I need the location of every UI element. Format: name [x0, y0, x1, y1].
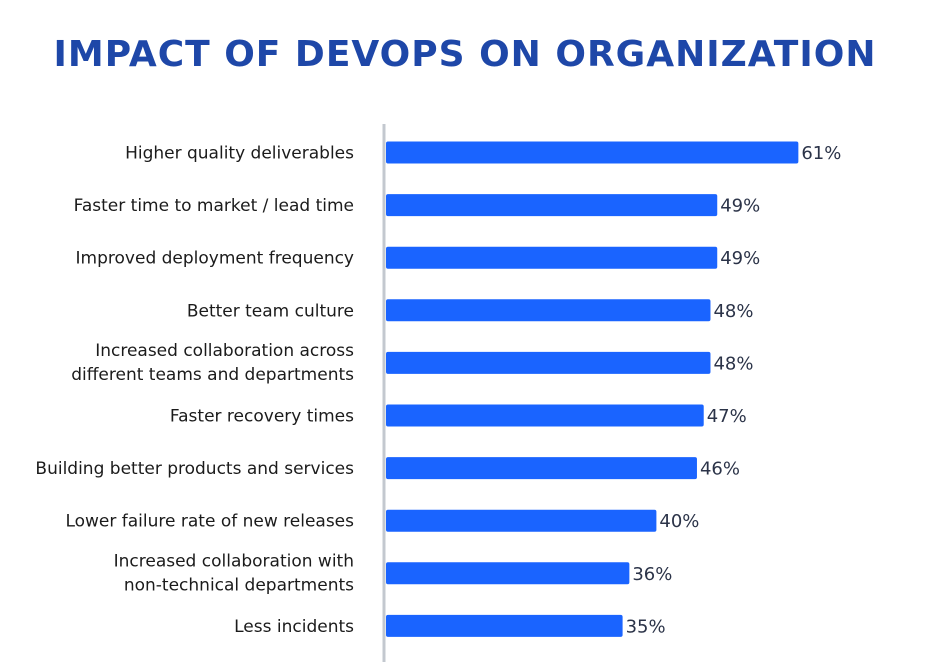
bar [386, 614, 623, 637]
category-label: Faster time to market / lead time [74, 196, 354, 216]
category-label: Higher quality deliverables [125, 144, 354, 164]
value-label: 48% [713, 301, 753, 322]
category-label: Building better products and services [35, 459, 354, 479]
category-label: Lower failure rate of new releases [65, 512, 354, 532]
category-label: Increased collaboration with [114, 551, 354, 571]
category-label: different teams and departments [71, 365, 354, 385]
category-label: Improved deployment frequency [76, 249, 354, 269]
category-label: Better team culture [187, 301, 354, 321]
value-label: 40% [659, 511, 699, 532]
category-label: Less incidents [234, 617, 354, 637]
value-label: 35% [626, 616, 666, 637]
bar [386, 457, 697, 480]
bar [386, 299, 711, 322]
category-label: Increased collaboration across [95, 341, 354, 361]
value-label: 47% [707, 406, 747, 427]
category-label: Faster recovery times [170, 407, 354, 427]
bar [386, 246, 718, 269]
bar [386, 351, 711, 374]
bar [386, 509, 657, 532]
value-label: 49% [720, 196, 760, 217]
category-label: non-technical departments [124, 575, 354, 595]
bar [386, 404, 704, 427]
value-label: 46% [700, 459, 740, 480]
bar [386, 194, 718, 217]
value-label: 48% [713, 353, 753, 374]
chart-title: IMPACT OF DEVOPS ON ORGANIZATION [53, 34, 877, 75]
value-label: 49% [720, 248, 760, 269]
bar [386, 562, 630, 585]
value-label: 61% [801, 143, 841, 164]
value-label: 36% [632, 564, 672, 585]
bar [386, 141, 799, 164]
